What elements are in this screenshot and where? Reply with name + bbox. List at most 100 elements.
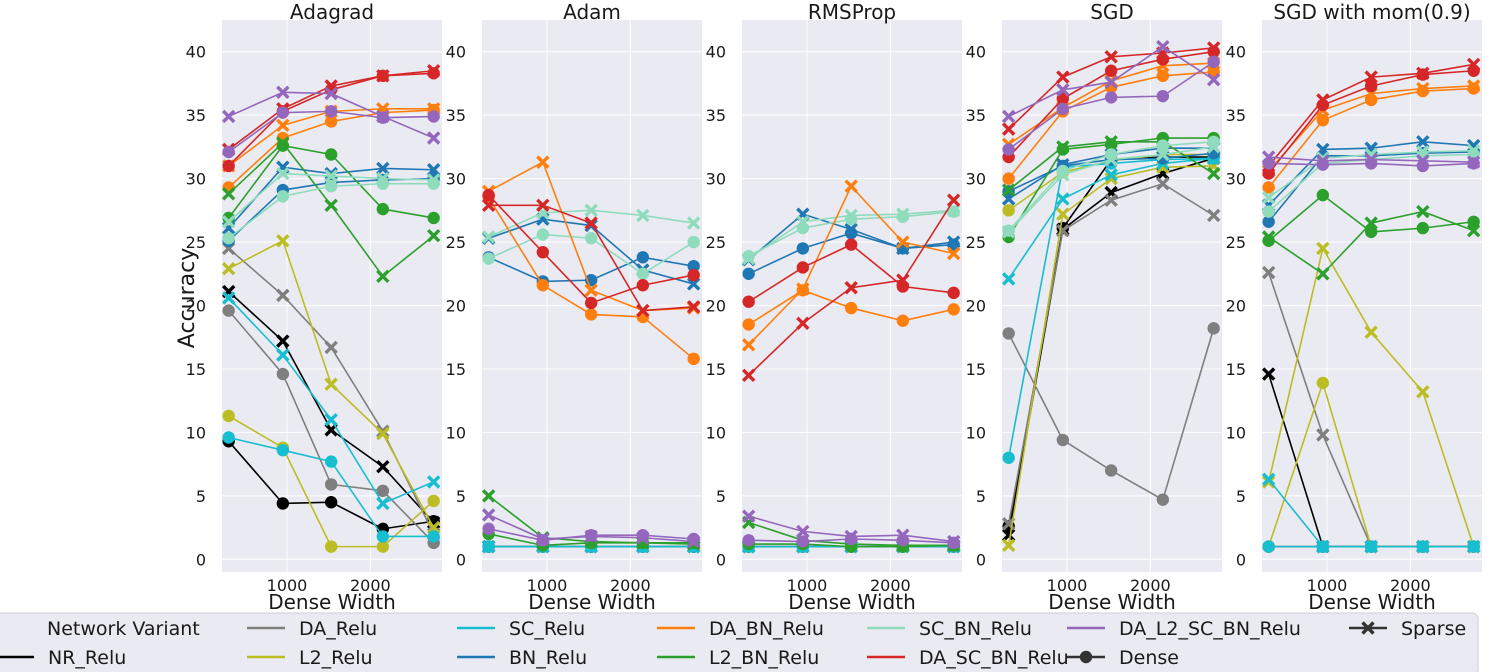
data-point	[222, 304, 235, 317]
legend-label: DA_BN_Relu	[709, 618, 824, 640]
data-point	[1156, 176, 1170, 191]
y-tick-label: 15	[446, 360, 466, 379]
data-point	[1002, 224, 1015, 237]
y-tick-label: 20	[446, 297, 466, 316]
data-point	[1104, 138, 1118, 151]
panel-title: Adagrad	[290, 0, 374, 24]
x-tick-label: 1000	[1047, 576, 1088, 595]
y-axis-label: Accuracy	[175, 248, 200, 348]
data-point	[427, 67, 440, 80]
data-point	[742, 267, 755, 280]
x-axis-label: Dense Width	[1048, 590, 1176, 614]
legend-item-dense: Dense	[1067, 647, 1179, 669]
data-point	[427, 177, 440, 190]
data-point	[376, 161, 390, 176]
legend-item-l2-bn-relu: L2_BN_Relu	[657, 647, 819, 669]
panel-background	[482, 20, 702, 572]
data-point	[222, 159, 235, 173]
data-point	[376, 69, 390, 83]
data-point	[1056, 433, 1070, 447]
data-point	[584, 308, 598, 321]
data-point	[1364, 157, 1378, 170]
data-point	[1207, 135, 1220, 149]
series-sc-relu-dense	[1262, 540, 1480, 553]
data-point	[376, 540, 390, 553]
data-point	[1262, 205, 1275, 218]
data-point	[1467, 540, 1480, 553]
data-point	[1364, 225, 1378, 239]
data-point	[1156, 39, 1170, 54]
data-point	[796, 261, 810, 274]
data-point	[427, 530, 440, 543]
y-tick-label: 40	[446, 43, 466, 62]
panel-adagrad: 0 5 10 15 20 25 30 35 40 1000 2000 Adagrad Dense Wid…	[186, 0, 442, 614]
data-point	[481, 489, 496, 503]
data-point	[1001, 528, 1016, 542]
panel-title: SGD	[1090, 0, 1134, 24]
data-point	[686, 216, 701, 230]
data-point	[796, 284, 810, 297]
data-point	[844, 532, 858, 546]
data-point	[947, 536, 960, 550]
data-point	[1416, 135, 1430, 149]
data-point	[1104, 168, 1118, 182]
data-point	[324, 105, 338, 118]
legend-box	[0, 612, 1479, 672]
data-point	[1316, 376, 1330, 390]
data-point	[1262, 157, 1275, 170]
data-point	[636, 303, 650, 318]
y-tick-label: 15	[1226, 360, 1246, 379]
y-tick-label: 25	[966, 233, 986, 252]
data-point	[276, 234, 290, 248]
x-tick-label: 2000	[1130, 576, 1171, 595]
y-tick-label: 10	[186, 423, 206, 442]
data-point	[584, 232, 598, 245]
data-point	[686, 277, 701, 291]
data-point	[426, 229, 441, 243]
data-point	[636, 251, 650, 264]
y-tick-label: 5	[196, 487, 206, 506]
data-point	[426, 163, 441, 177]
data-point	[1104, 64, 1118, 77]
data-point	[276, 367, 290, 381]
data-point	[324, 148, 338, 161]
data-point	[687, 352, 700, 366]
data-point	[536, 228, 550, 241]
legend-item-l2-relu: L2_Relu	[247, 647, 373, 669]
data-point	[536, 246, 550, 259]
panel-background	[742, 20, 962, 572]
y-tick-label: 10	[446, 423, 466, 442]
data-point	[1416, 84, 1430, 98]
data-point	[687, 268, 700, 282]
y-tick-label: 10	[706, 423, 726, 442]
data-point	[276, 85, 290, 100]
data-point	[947, 303, 960, 316]
data-point	[1364, 70, 1378, 84]
data-point	[222, 145, 235, 159]
y-tick-label: 0	[196, 550, 206, 569]
x-tick-label: 1000	[527, 576, 568, 595]
data-point	[1156, 493, 1170, 506]
data-point	[376, 111, 390, 124]
series-sc-relu-dense	[222, 431, 440, 543]
data-point	[1262, 540, 1275, 553]
data-point	[1104, 50, 1118, 64]
data-point	[276, 497, 290, 510]
panel-background	[1262, 20, 1482, 572]
y-tick-label: 25	[446, 233, 466, 252]
data-point	[324, 540, 338, 553]
data-point	[742, 295, 755, 308]
x-axis-label: Dense Width	[528, 590, 656, 614]
y-tick-label: 35	[186, 106, 206, 125]
data-point	[1316, 267, 1330, 281]
data-point	[1316, 98, 1330, 112]
y-tick-label: 0	[456, 550, 466, 569]
data-point	[221, 215, 236, 229]
y-tick-label: 5	[1236, 487, 1246, 506]
data-point	[844, 238, 858, 251]
data-point	[536, 279, 550, 292]
data-point	[482, 188, 495, 202]
panel-sgd-with-mom-0-9: 0 5 10 15 20 25 30 35 40 1000 2000 SGD with mom(0.9…	[1226, 0, 1482, 614]
data-point	[946, 193, 961, 207]
data-point	[276, 139, 290, 152]
